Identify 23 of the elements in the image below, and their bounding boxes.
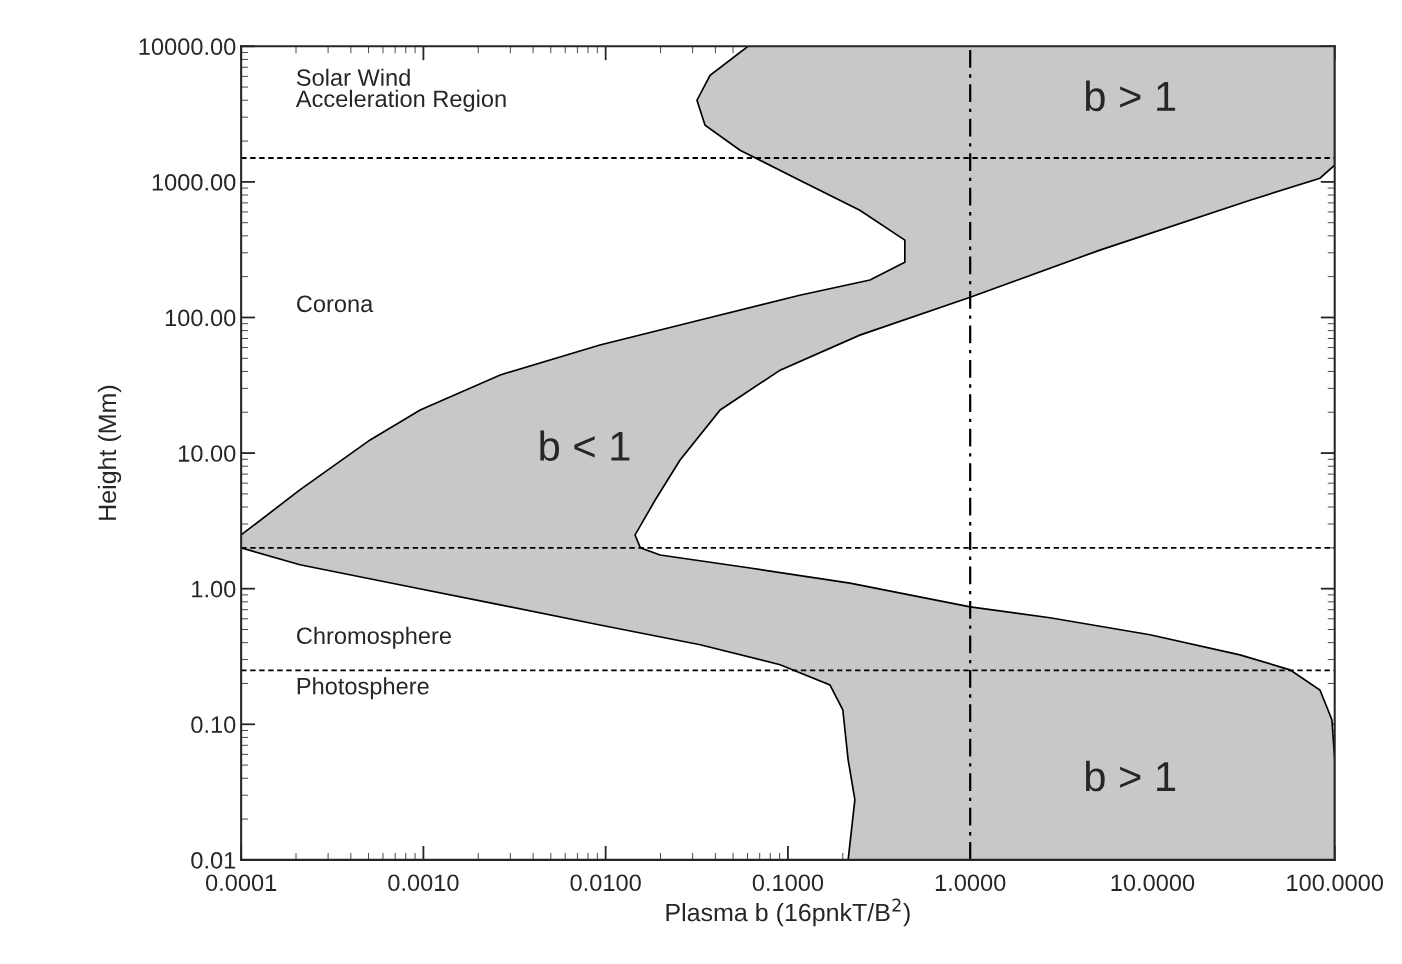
x-tick-label: 0.0001 xyxy=(205,874,277,892)
x-tick-label: 100.0000 xyxy=(1287,874,1384,892)
annotation: b > 1 xyxy=(1085,760,1176,792)
y-tick-label: 10.00 xyxy=(179,445,236,462)
annotation: Photosphere xyxy=(297,677,429,700)
y-tick-label: 0.01 xyxy=(191,851,236,869)
y-axis-title: Height (Mm) xyxy=(97,385,122,520)
y-tick-label: 10000.00 xyxy=(139,38,236,56)
x-tick-label: 0.0100 xyxy=(570,874,641,892)
x-tick-label: 10.0000 xyxy=(1111,874,1195,892)
x-tick-label: 1.0000 xyxy=(935,874,1006,892)
annotation: b < 1 xyxy=(540,430,630,462)
x-tick-label: 0.1000 xyxy=(752,874,824,892)
annotation: Solar Wind Acceleration Region xyxy=(295,68,506,112)
annotation: b > 1 xyxy=(1085,80,1176,112)
y-tick-label: 1.00 xyxy=(192,580,236,598)
x-tick-label: 0.0010 xyxy=(388,874,459,892)
y-tick-label: 100.00 xyxy=(165,309,236,327)
y-tick-label: 1000.00 xyxy=(152,173,236,191)
annotation: Corona xyxy=(297,295,374,313)
y-tick-label: 0.10 xyxy=(191,716,236,734)
x-axis-title: Plasma b (16pnkT/B$^{2}$) xyxy=(666,898,910,927)
annotation: Chromosphere xyxy=(297,626,451,649)
